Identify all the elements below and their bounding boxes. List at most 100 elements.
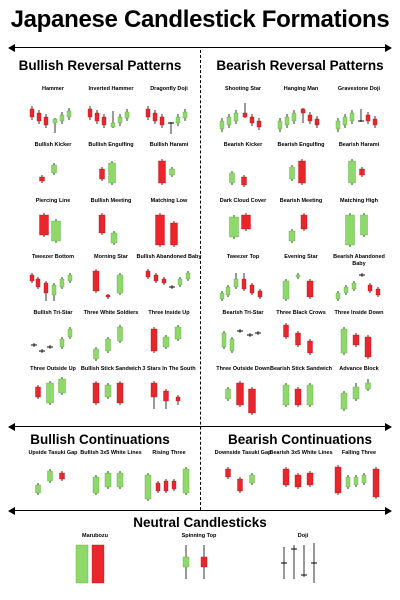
pattern-label: Evening Star <box>284 254 318 260</box>
candle <box>116 273 124 295</box>
candle <box>174 325 182 341</box>
pattern-label: Hammer <box>41 86 64 92</box>
candle <box>300 108 306 123</box>
candle <box>361 473 367 485</box>
candlestick-diagram <box>282 383 314 407</box>
pattern-doji: Doji <box>274 533 332 591</box>
candle <box>291 110 297 124</box>
pattern-bullish-stick-sandwich: Bullish Stick Sandwich <box>81 366 141 424</box>
candle <box>108 161 116 185</box>
candlestick-diagram <box>99 161 116 185</box>
candle <box>353 475 359 487</box>
candle <box>300 213 308 231</box>
center-divider <box>200 50 201 510</box>
pattern-advance-block: Advance Block <box>330 366 388 424</box>
candle <box>67 327 73 339</box>
candle <box>168 122 174 134</box>
continuation-divider <box>14 426 386 427</box>
candle <box>359 273 365 277</box>
candlestick-diagram <box>39 213 61 243</box>
candle <box>236 381 244 407</box>
pattern-shooting-star: Shooting Star <box>214 86 272 144</box>
candle <box>155 481 161 493</box>
candle <box>105 337 111 353</box>
candle <box>175 395 181 405</box>
pattern-bearish-meeting: Bearish Meeting <box>272 198 330 256</box>
candle <box>295 273 301 279</box>
candle <box>348 159 356 185</box>
candle <box>182 109 188 121</box>
candle <box>110 111 116 128</box>
candlestick-diagram <box>288 213 308 243</box>
neutral-divider <box>14 510 386 511</box>
arrow-left-icon <box>8 506 15 515</box>
pattern-label: Bearish Engulfing <box>277 142 325 148</box>
candle <box>221 331 227 349</box>
pattern-bullish-harami: Bullish Harami <box>140 142 198 200</box>
candle <box>342 114 348 128</box>
candle <box>372 467 380 499</box>
page-title: Japanese Candlestick Formations <box>10 6 390 33</box>
candle <box>91 544 105 584</box>
candle <box>281 547 287 579</box>
candle <box>249 114 255 126</box>
candlestick-diagram <box>150 381 181 409</box>
candle <box>66 108 72 120</box>
bearish-continuation-heading: Bearish Continuations <box>227 432 372 447</box>
candle <box>367 283 373 293</box>
pattern-bullish-engulfing: Bullish Engulfing <box>82 142 140 200</box>
candle <box>298 159 306 185</box>
bearish-reversal-heading: Bearish Reversal Patterns <box>216 58 384 73</box>
candle <box>162 335 170 349</box>
candle <box>307 112 313 124</box>
candle <box>360 213 368 237</box>
arrow-right-icon <box>385 43 392 52</box>
candlestick-diagram <box>75 544 105 584</box>
pattern-three-inside-up: Three Inside Up <box>140 310 198 368</box>
candle <box>219 291 225 301</box>
pattern-inverted-hammer: Inverted Hammer <box>82 86 140 144</box>
candle <box>161 277 167 285</box>
pattern-tweezer-top: Tweezer Top <box>214 254 272 312</box>
candle <box>365 379 371 391</box>
candle <box>185 271 191 281</box>
candle <box>307 339 313 355</box>
candle <box>182 467 190 495</box>
pattern-label: Bearish Stick Sandwich <box>269 366 333 372</box>
candle <box>46 381 54 405</box>
candle <box>219 118 225 132</box>
candlestick-diagram <box>334 465 380 499</box>
candlestick-diagram <box>345 213 368 247</box>
pattern-label: Bullish Kicker <box>34 142 72 148</box>
pattern-label: Bearish Abandoned Baby <box>333 254 385 267</box>
pattern-label: 3 Stars In The South <box>142 366 196 372</box>
pattern-three-black-crows: Three Black Crows <box>272 310 330 368</box>
pattern-bearish-harami: Bearish Harami <box>330 142 388 200</box>
candle <box>233 110 239 124</box>
candle <box>248 387 256 415</box>
candle <box>101 114 107 128</box>
candle <box>334 465 342 495</box>
candle <box>335 291 341 301</box>
pattern-label: Dark Cloud Cover <box>219 198 267 204</box>
candlestick-diagram <box>219 103 262 132</box>
pattern-label: Falling Three <box>341 450 377 456</box>
candle <box>294 473 302 489</box>
candle <box>306 471 314 487</box>
pattern-label: Shooting Star <box>224 86 262 92</box>
pattern-label: Bullish Stick Sandwich <box>80 366 142 372</box>
candle <box>177 277 183 287</box>
candle <box>59 277 65 289</box>
pattern-hammer: Hammer <box>24 86 82 144</box>
arrow-left-icon <box>8 43 15 52</box>
candle <box>358 109 364 122</box>
candle <box>233 273 239 289</box>
candle <box>110 231 118 245</box>
candle <box>242 103 248 118</box>
candlestick-diagram <box>35 469 65 495</box>
candle <box>283 323 289 339</box>
candlestick-diagram <box>225 467 255 493</box>
candle <box>282 279 290 301</box>
candle <box>43 114 49 128</box>
candle <box>372 116 378 128</box>
